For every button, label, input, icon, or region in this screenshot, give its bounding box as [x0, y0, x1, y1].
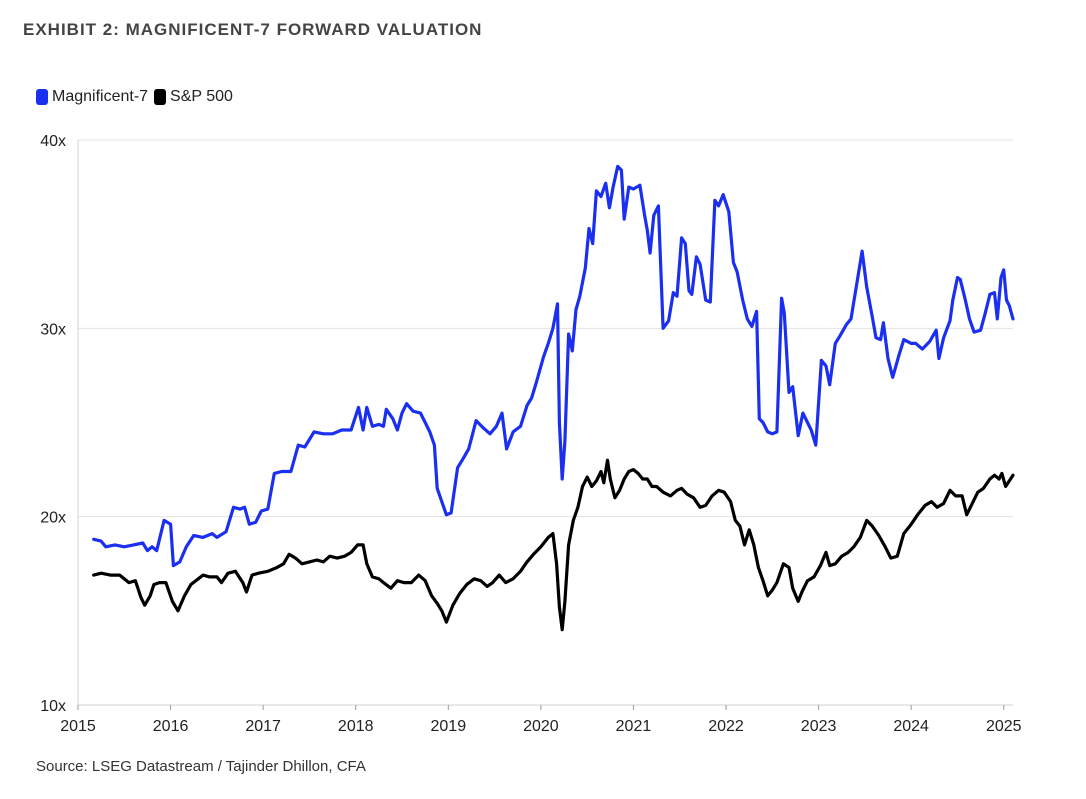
y-tick-label: 20x	[40, 510, 66, 527]
gridlines	[78, 139, 1013, 706]
y-tick-label: 40x	[40, 133, 66, 150]
axes: 10x 20x 30x 40x 2015 2016 2017 2018 2019 2020 2021…	[40, 133, 1021, 735]
y-tick-label: 10x	[40, 698, 66, 715]
legend-item-magnificent-7[interactable]: Magnificent-7	[36, 88, 148, 106]
x-tick-label: 2017	[245, 718, 281, 735]
y-tick-label: 30x	[40, 321, 66, 338]
chart-legend: Magnificent-7 S&P 500	[36, 88, 239, 106]
chart-title: EXHIBIT 2: MAGNIFICENT-7 FORWARD VALUATI…	[23, 20, 483, 39]
x-tick-label: 2022	[708, 718, 744, 735]
x-tick-label: 2019	[431, 718, 467, 735]
legend-label-magnificent-7: Magnificent-7	[52, 88, 149, 105]
x-tick-label: 2024	[893, 718, 929, 735]
x-tick-label: 2016	[153, 718, 189, 735]
legend-item-sp500[interactable]: S&P 500	[154, 88, 233, 106]
legend-swatch-magnificent-7	[36, 89, 48, 105]
source-note: Source: LSEG Datastream / Tajinder Dhill…	[36, 758, 366, 775]
legend-label-sp500: S&P 500	[170, 88, 233, 105]
x-tick-label: 2023	[801, 718, 837, 735]
series-lines	[92, 164, 1015, 632]
x-tick-label: 2018	[338, 718, 374, 735]
legend-swatch-sp500	[154, 89, 167, 105]
x-tick-label: 2020	[523, 718, 559, 735]
x-tick-label: 2025	[986, 718, 1022, 735]
x-tick-label: 2015	[60, 718, 96, 735]
series-line-magnificent-7	[92, 164, 1015, 568]
x-tick-label: 2021	[616, 718, 652, 735]
series-line-sp500	[92, 458, 1015, 632]
